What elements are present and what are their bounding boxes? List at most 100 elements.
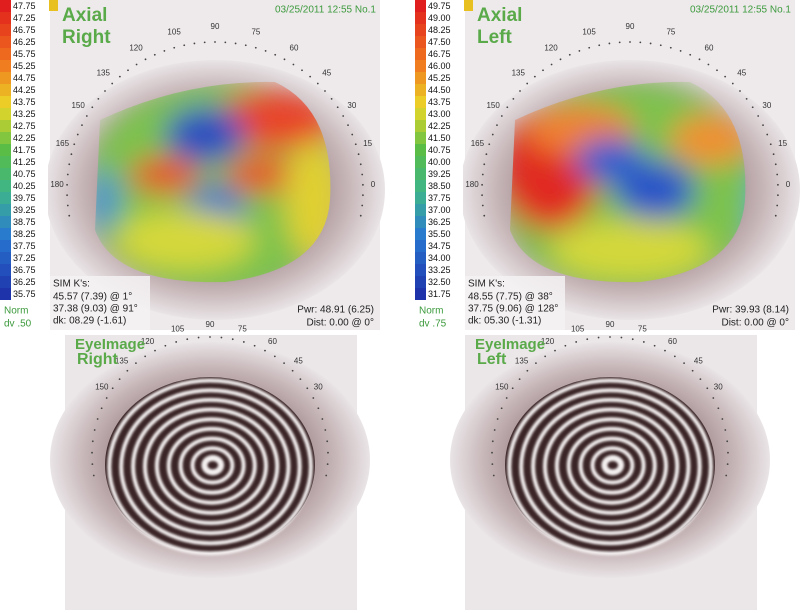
scale-label: 45.25 <box>428 73 451 83</box>
side-title: Right <box>62 27 111 48</box>
sim-value: 37.75 (9.06) @ 128° <box>468 304 558 315</box>
label-cell <box>11 24 48 36</box>
sim-value: dk: 05.30 (-1.31) <box>468 316 541 327</box>
angle-label: 105 <box>571 324 585 333</box>
angle-label: 150 <box>495 383 509 392</box>
scale-dot <box>325 474 328 477</box>
scale-label: 37.00 <box>428 205 451 215</box>
scale-label: 46.25 <box>13 37 36 47</box>
angle-label: 30 <box>714 383 723 392</box>
angle-label: 45 <box>694 357 703 366</box>
color-cell <box>0 0 11 12</box>
scale-dot <box>535 362 537 365</box>
scale-dot <box>725 474 728 477</box>
scale-dot <box>306 387 309 390</box>
color-cell <box>0 168 11 180</box>
color-cell <box>415 240 426 252</box>
scale-dot <box>526 82 529 85</box>
scale-dot <box>66 194 68 197</box>
color-cell <box>0 180 11 192</box>
angle-label: 105 <box>171 324 185 333</box>
label-cell <box>426 84 463 96</box>
image-side: Left <box>477 351 507 368</box>
color-cell <box>0 132 11 144</box>
scale-dot <box>127 69 129 72</box>
color-cell <box>0 108 11 120</box>
color-cell <box>0 72 11 84</box>
scale-dot <box>209 336 211 338</box>
scale-dot <box>359 214 362 217</box>
scale-label: 38.50 <box>428 181 451 191</box>
angle-label: 45 <box>737 68 746 77</box>
label-cell <box>426 24 463 36</box>
color-cell <box>0 276 11 288</box>
scale-dot <box>186 338 189 341</box>
sim-box <box>465 276 565 330</box>
scale-dot <box>68 163 71 166</box>
scale-dot <box>575 341 578 343</box>
label-cell <box>11 264 48 276</box>
scale-dot <box>203 41 206 44</box>
scale-dot <box>726 440 729 443</box>
scale-dot <box>118 75 121 78</box>
color-cell <box>415 12 426 24</box>
scale-dot <box>481 194 483 197</box>
label-cell <box>11 216 48 228</box>
scale-dot <box>669 46 672 49</box>
scale-dot <box>481 183 483 186</box>
ring <box>601 454 625 476</box>
color-cell <box>415 216 426 228</box>
label-cell <box>11 120 48 132</box>
color-cell <box>415 288 426 300</box>
scale-dot <box>66 204 69 207</box>
scale-dot <box>776 173 779 176</box>
color-cell <box>0 216 11 228</box>
scale-dot <box>597 336 600 339</box>
scale-label: 43.75 <box>428 97 451 107</box>
sim-value: dk: 08.29 (-1.61) <box>53 316 126 327</box>
label-cell <box>11 192 48 204</box>
scale-dot <box>362 183 364 186</box>
label-cell <box>11 180 48 192</box>
label-cell <box>11 48 48 60</box>
label-cell <box>11 144 48 156</box>
scale-dot <box>659 44 662 47</box>
scale-dot <box>91 463 94 466</box>
scale-dot <box>757 115 760 117</box>
label-cell <box>426 228 463 240</box>
color-cell <box>415 264 426 276</box>
heat-blob <box>670 115 746 165</box>
placido-rings <box>507 378 713 556</box>
scale-dot <box>500 115 503 117</box>
heat-blobs <box>95 81 331 283</box>
label-cell <box>426 240 463 252</box>
color-cell <box>0 48 11 60</box>
scale-dot <box>301 69 303 72</box>
label-cell <box>426 216 463 228</box>
color-cell <box>415 60 426 72</box>
ring <box>590 446 635 485</box>
scale-dot <box>220 336 223 339</box>
label-cell <box>11 60 48 72</box>
color-cell <box>415 192 426 204</box>
scale-dot <box>564 344 567 347</box>
color-cell <box>0 156 11 168</box>
label-cell <box>11 240 48 252</box>
scale-dot <box>264 50 267 52</box>
scale-dot <box>578 50 581 52</box>
scale-label: 41.25 <box>13 157 36 167</box>
scale-label: 37.75 <box>13 241 36 251</box>
angle-label: 180 <box>50 180 64 189</box>
color-cell <box>0 60 11 72</box>
image-title: EyeImage <box>475 336 545 353</box>
scale-dot <box>609 336 611 338</box>
scale-dot <box>100 407 103 410</box>
scale-dot <box>699 378 702 381</box>
angle-label: 60 <box>705 43 714 52</box>
scale-label: 36.25 <box>13 277 36 287</box>
color-cell <box>0 264 11 276</box>
scale-dot <box>716 69 718 72</box>
scale-label: 36.25 <box>428 217 451 227</box>
scale-dot <box>68 214 71 217</box>
